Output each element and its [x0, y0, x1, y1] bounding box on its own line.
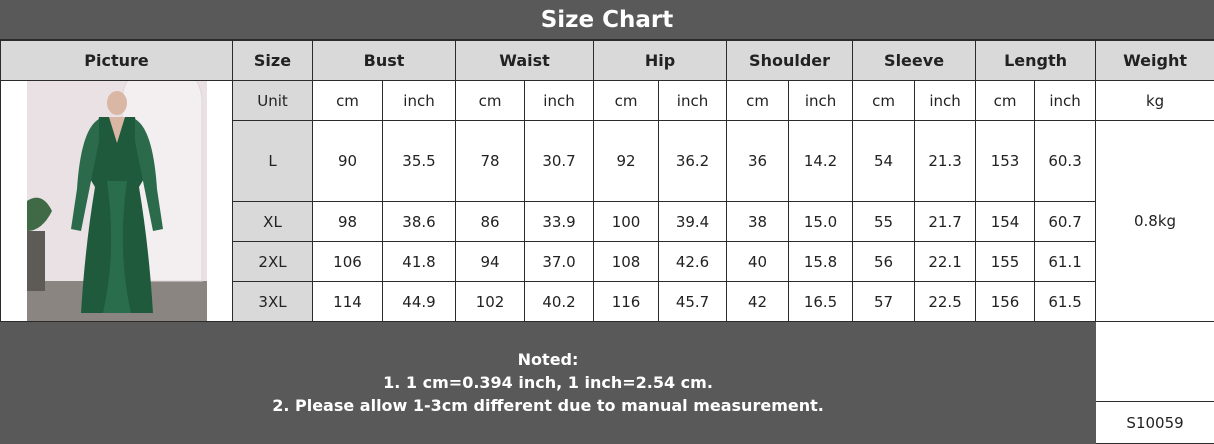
weight-unit: kg: [1096, 81, 1214, 121]
dress-image: [27, 81, 207, 321]
measurement-cell: 102: [456, 282, 525, 322]
size-label: XL: [233, 202, 313, 242]
measurement-cell: 100: [594, 202, 659, 242]
unit-cell: inch: [1035, 81, 1096, 121]
measurement-cell: 54: [853, 121, 915, 202]
measurement-cell: 60.7: [1035, 202, 1096, 242]
measurement-cell: 116: [594, 282, 659, 322]
measurement-cell: 37.0: [525, 242, 594, 282]
size-label: 3XL: [233, 282, 313, 322]
unit-cell: inch: [915, 81, 976, 121]
measurement-cell: 92: [594, 121, 659, 202]
size-label: L: [233, 121, 313, 202]
unit-cell: inch: [383, 81, 456, 121]
measurement-cell: 153: [976, 121, 1035, 202]
unit-cell: cm: [976, 81, 1035, 121]
unit-cell: cm: [456, 81, 525, 121]
measurement-cell: 156: [976, 282, 1035, 322]
measurement-cell: 45.7: [659, 282, 727, 322]
header-size: Size: [233, 41, 313, 81]
weight-value: 0.8kg: [1096, 121, 1214, 322]
measurement-cell: 40: [727, 242, 789, 282]
measurement-cell: 36: [727, 121, 789, 202]
measurement-cell: 21.3: [915, 121, 976, 202]
product-code: S10059: [1096, 402, 1214, 444]
unit-cell: cm: [313, 81, 383, 121]
measurement-cell: 155: [976, 242, 1035, 282]
product-picture: [1, 81, 233, 322]
header-weight: Weight: [1096, 41, 1214, 81]
measurement-cell: 56: [853, 242, 915, 282]
measurement-cell: 30.7: [525, 121, 594, 202]
measurement-cell: 22.5: [915, 282, 976, 322]
measurement-cell: 60.3: [1035, 121, 1096, 202]
size-label: 2XL: [233, 242, 313, 282]
measurement-cell: 61.1: [1035, 242, 1096, 282]
measurement-cell: 15.0: [789, 202, 853, 242]
measurement-cell: 38.6: [383, 202, 456, 242]
notes-panel: Noted: 1. 1 cm=0.394 inch, 1 inch=2.54 c…: [1, 322, 1096, 444]
measurement-cell: 94: [456, 242, 525, 282]
measurement-cell: 57: [853, 282, 915, 322]
measurement-cell: 114: [313, 282, 383, 322]
measurement-cell: 154: [976, 202, 1035, 242]
measurement-cell: 15.8: [789, 242, 853, 282]
measurement-cell: 42: [727, 282, 789, 322]
header-row: Picture Size Bust Waist Hip Shoulder Sle…: [1, 41, 1214, 81]
measurement-cell: 16.5: [789, 282, 853, 322]
measurement-cell: 90: [313, 121, 383, 202]
header-hip: Hip: [594, 41, 727, 81]
notes-line: 1. 1 cm=0.394 inch, 1 inch=2.54 cm.: [1, 371, 1095, 394]
header-shoulder: Shoulder: [727, 41, 853, 81]
notes-line: 2. Please allow 1-3cm different due to m…: [1, 394, 1095, 417]
measurement-cell: 36.2: [659, 121, 727, 202]
measurement-cell: 39.4: [659, 202, 727, 242]
measurement-cell: 44.9: [383, 282, 456, 322]
header-waist: Waist: [456, 41, 594, 81]
header-bust: Bust: [313, 41, 456, 81]
unit-cell: inch: [525, 81, 594, 121]
unit-cell: inch: [659, 81, 727, 121]
measurement-cell: 14.2: [789, 121, 853, 202]
measurement-cell: 108: [594, 242, 659, 282]
unit-cell: inch: [789, 81, 853, 121]
measurement-cell: 41.8: [383, 242, 456, 282]
measurement-cell: 78: [456, 121, 525, 202]
header-length: Length: [976, 41, 1096, 81]
measurement-cell: 98: [313, 202, 383, 242]
measurement-cell: 42.6: [659, 242, 727, 282]
measurement-cell: 40.2: [525, 282, 594, 322]
unit-cell: cm: [594, 81, 659, 121]
header-sleeve: Sleeve: [853, 41, 976, 81]
measurement-cell: 21.7: [915, 202, 976, 242]
measurement-cell: 33.9: [525, 202, 594, 242]
unit-label: Unit: [233, 81, 313, 121]
measurement-cell: 55: [853, 202, 915, 242]
measurement-cell: 61.5: [1035, 282, 1096, 322]
measurement-cell: 106: [313, 242, 383, 282]
measurement-cell: 38: [727, 202, 789, 242]
measurement-cell: 22.1: [915, 242, 976, 282]
unit-cell: cm: [727, 81, 789, 121]
header-picture: Picture: [1, 41, 233, 81]
unit-cell: cm: [853, 81, 915, 121]
measurement-cell: 35.5: [383, 121, 456, 202]
notes-heading: Noted:: [1, 348, 1095, 371]
size-chart-table: Picture Size Bust Waist Hip Shoulder Sle…: [0, 40, 1214, 444]
measurement-cell: 86: [456, 202, 525, 242]
page-title: Size Chart: [0, 0, 1214, 40]
